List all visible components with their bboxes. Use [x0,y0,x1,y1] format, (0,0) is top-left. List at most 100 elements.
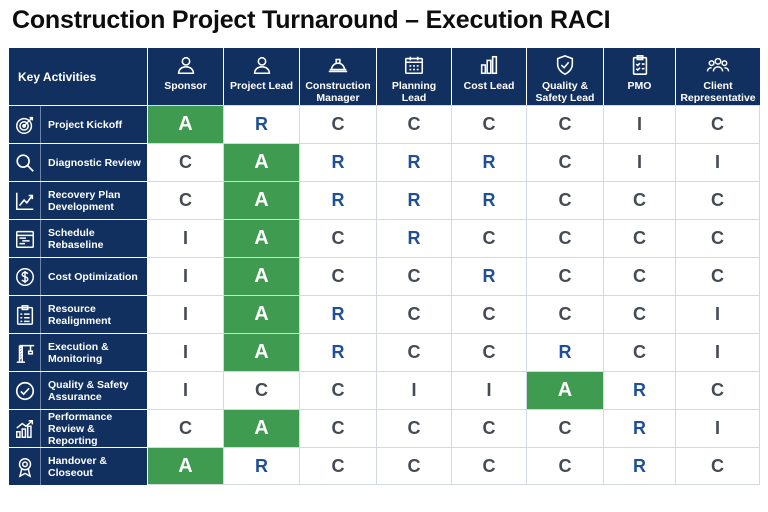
raci-cell: C [452,295,527,333]
activity-label: Performance Review & Reporting [48,410,113,447]
raci-cell: C [527,219,604,257]
table-row: Schedule Rebaseline I A C R C C C C [9,219,760,257]
role-label: Quality & Safety Lead [535,80,595,104]
raci-cell: I [676,143,760,181]
raci-cell: I [148,257,224,295]
check-circle-icon [9,372,41,409]
raci-cell: C [377,105,452,143]
raci-cell: C [676,181,760,219]
raci-cell: C [452,447,527,485]
activity-label: Schedule Rebaseline [48,226,104,251]
table-row: Quality & Safety Assurance I C C I I A R C [9,371,760,409]
raci-cell: C [527,409,604,447]
activity-label: Execution & Monitoring [48,340,109,365]
role-label: Planning Lead [391,80,437,104]
raci-cell: A [224,143,300,181]
growth-chart-icon [9,410,41,447]
clipboard-icon [604,54,675,78]
raci-cell: R [452,257,527,295]
target-icon [9,106,41,143]
raci-cell: C [224,371,300,409]
raci-cell: I [604,143,676,181]
raci-cell: C [300,257,377,295]
raci-cell: R [224,447,300,485]
raci-cell: A [224,181,300,219]
raci-cell: R [377,181,452,219]
table-row: Diagnostic Review C A R R R C I I [9,143,760,181]
raci-cell: A [148,447,224,485]
raci-cell: C [452,333,527,371]
raci-cell: C [527,105,604,143]
raci-cell: R [452,181,527,219]
raci-cell: C [148,409,224,447]
raci-cell: A [527,371,604,409]
raci-cell: I [148,295,224,333]
raci-cell: I [676,333,760,371]
raci-cell: C [604,181,676,219]
raci-cell: C [604,295,676,333]
raci-cell: C [452,105,527,143]
raci-body: Project Kickoff A R C C C C I C Diagnostic Review… [9,105,760,485]
table-row: Resource Realignment I A R C C C C I [9,295,760,333]
gantt-icon [9,220,41,257]
key-activities-header: Key Activities [9,48,148,105]
raci-cell: C [377,295,452,333]
raci-cell: R [300,143,377,181]
raci-cell: I [148,333,224,371]
hard-hat-icon [300,54,376,78]
raci-cell: R [377,143,452,181]
raci-cell: A [224,333,300,371]
raci-cell: C [527,181,604,219]
shield-check-icon [527,54,603,78]
table-row: Performance Review & Reporting C A C C C C R I [9,409,760,447]
table-row: Recovery Plan Development C A R R R C C C [9,181,760,219]
raci-cell: R [604,447,676,485]
role-header-4: Planning Lead [377,48,452,105]
table-row: Execution & Monitoring I A R C C R C I [9,333,760,371]
raci-cell: R [527,333,604,371]
raci-cell: R [452,143,527,181]
raci-cell: I [676,409,760,447]
raci-cell: C [676,105,760,143]
raci-cell: C [527,257,604,295]
raci-cell: C [452,409,527,447]
activity-label: Project Kickoff [48,118,123,131]
activity-label: Handover & Closeout [48,454,107,479]
activity-cell: Resource Realignment [9,295,148,333]
raci-cell: C [604,219,676,257]
raci-cell: A [224,409,300,447]
raci-cell: A [148,105,224,143]
raci-cell: C [148,143,224,181]
activity-label: Diagnostic Review [48,156,141,169]
raci-cell: R [300,333,377,371]
activity-label: Quality & Safety Assurance [48,378,129,403]
role-header-8: Client Representative [676,48,760,105]
raci-cell: R [300,295,377,333]
role-header-5: Cost Lead [452,48,527,105]
activity-cell: Schedule Rebaseline [9,219,148,257]
raci-cell: C [604,257,676,295]
raci-cell: I [377,371,452,409]
raci-cell: C [300,105,377,143]
role-label: Cost Lead [463,80,515,92]
raci-matrix: Key Activities Sponsor Project Lead Constr… [9,48,760,485]
raci-cell: I [452,371,527,409]
header-row: Key Activities Sponsor Project Lead Constr… [9,48,760,105]
raci-cell: C [676,447,760,485]
role-label: Project Lead [229,80,294,92]
raci-cell: C [148,181,224,219]
role-header-7: PMO [604,48,676,105]
raci-cell: C [300,219,377,257]
activity-cell: Handover & Closeout [9,447,148,485]
role-label: Sponsor [164,80,207,92]
raci-cell: C [377,447,452,485]
table-row: Cost Optimization I A C C R C C C [9,257,760,295]
raci-cell: I [148,371,224,409]
raci-cell: R [300,181,377,219]
raci-cell: R [604,409,676,447]
activity-cell: Performance Review & Reporting [9,409,148,447]
raci-cell: R [604,371,676,409]
role-label: Construction Manager [305,80,371,104]
activity-label: Cost Optimization [48,270,138,283]
role-label: PMO [627,80,652,92]
